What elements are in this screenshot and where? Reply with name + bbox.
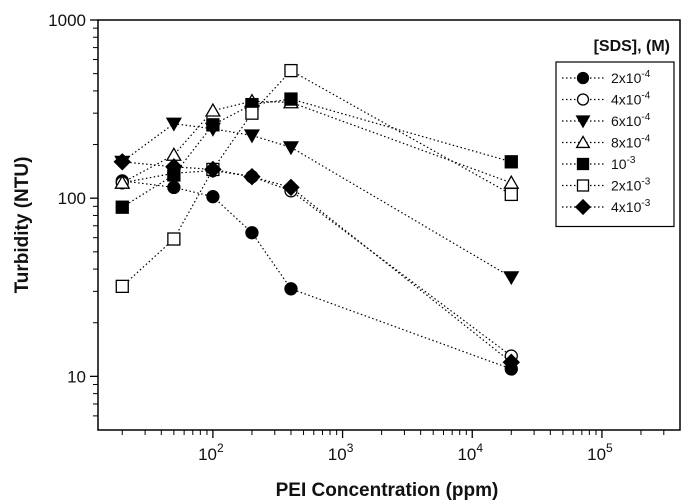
data-point (504, 187, 518, 202)
data-point (282, 178, 300, 197)
data-point (504, 155, 518, 169)
data-point (115, 279, 129, 294)
legend-marker (576, 71, 590, 85)
legend-label: 4x10-4 (611, 91, 651, 108)
data-point (165, 117, 182, 132)
legend-label: 2x10-4 (611, 69, 651, 86)
series-line (122, 161, 512, 363)
x-tick-label: 102 (198, 441, 224, 464)
series-line (121, 123, 512, 278)
data-point (165, 158, 183, 176)
x-axis-title: PEI Concentration (ppm) (276, 480, 499, 501)
plot-frame (97, 19, 681, 431)
legend-marker (575, 135, 591, 149)
data-point (206, 189, 220, 204)
data-point (503, 271, 520, 286)
data-point (243, 129, 260, 144)
data-point (284, 92, 298, 106)
data-point (114, 174, 131, 189)
series-line (122, 169, 512, 357)
legend-label: 2x10-3 (611, 177, 651, 194)
y-tick-label: 100 (58, 189, 86, 208)
series-line (122, 180, 512, 370)
legend-marker (576, 179, 590, 192)
data-point (284, 282, 298, 296)
legend-box (555, 61, 675, 228)
data-point (243, 167, 261, 186)
data-point (204, 160, 222, 179)
data-point (245, 226, 259, 240)
data-point (284, 63, 298, 78)
legend-label: 8x10-4 (611, 134, 651, 151)
legend-marker (574, 198, 592, 216)
x-tick-label: 105 (587, 441, 613, 464)
data-point (167, 180, 181, 195)
legend-label: 4x10-3 (611, 198, 651, 215)
legend-marker (576, 93, 590, 106)
data-point (204, 102, 221, 117)
x-tick-label: 103 (328, 441, 354, 464)
data-point (245, 106, 259, 120)
data-point (282, 141, 299, 156)
data-point (503, 174, 520, 189)
legend-label: 6x10-4 (611, 112, 651, 129)
series-line (121, 69, 512, 287)
legend-title: [SDS], (M) (594, 38, 670, 55)
data-point (167, 232, 181, 246)
y-tick-label: 10 (67, 367, 86, 386)
legend-marker (575, 115, 591, 129)
legend-label: 10-3 (611, 155, 636, 172)
series-line (121, 98, 512, 208)
data-point (206, 118, 220, 132)
series-line (121, 100, 512, 184)
data-point (115, 200, 129, 214)
x-tick-label: 104 (457, 441, 483, 464)
y-tick-label: 1000 (48, 11, 86, 30)
legend-marker (576, 157, 590, 171)
y-axis-title: Turbidity (NTU) (12, 157, 33, 294)
data-point (113, 153, 131, 171)
data-point (502, 353, 521, 371)
